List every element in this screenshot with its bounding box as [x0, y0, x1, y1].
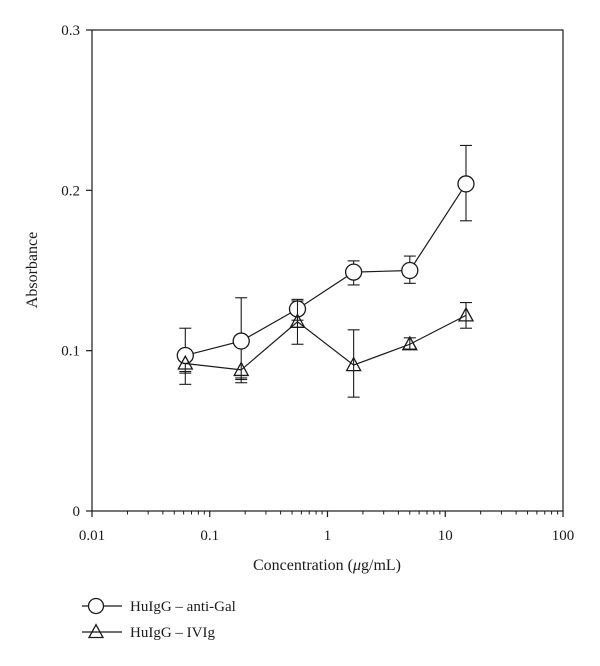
data-point	[401, 335, 418, 351]
legend-label: HuIgG – IVIg	[130, 625, 215, 641]
data-point	[289, 313, 306, 328]
data-point	[345, 356, 362, 372]
series-2	[177, 300, 475, 398]
tick-marks	[86, 29, 564, 517]
x-tick-label: 0.1	[200, 528, 219, 544]
x-tick-label: 100	[552, 528, 575, 544]
series-line	[185, 183, 467, 357]
series	[176, 144, 475, 398]
y-tick-label: 0.3	[61, 23, 80, 39]
data-point	[177, 354, 194, 370]
legend-label: HuIgG – anti-Gal	[130, 599, 236, 615]
triangle-marker-icon	[87, 623, 105, 639]
axes	[91, 29, 564, 512]
plot-frame	[91, 29, 564, 512]
data-point	[232, 332, 250, 350]
data-point	[401, 261, 419, 280]
series-line	[185, 314, 467, 371]
y-axis-title: Absorbance	[24, 232, 41, 308]
x-tick-label: 1	[324, 528, 332, 544]
tick-labels: 0.01 0.1 1 10 100 0 0.1 0.2 0.3	[61, 23, 574, 544]
data-point	[457, 175, 475, 193]
data-point	[233, 361, 250, 377]
data-point	[344, 263, 363, 281]
legend-item: HuIgG – anti-Gal	[82, 597, 236, 615]
x-tick-label: 0.01	[79, 528, 105, 544]
legend-item: HuIgG – IVIg	[82, 623, 215, 641]
data-point	[457, 306, 475, 322]
x-axis-title: Concentration (μg/mL)	[253, 557, 401, 574]
series-1	[176, 144, 475, 385]
y-tick-label: 0.2	[61, 183, 80, 199]
y-tick-label: 0.1	[61, 344, 80, 360]
legend: HuIgG – anti-Gal HuIgG – IVIg	[82, 597, 236, 641]
x-tick-label: 10	[438, 528, 453, 544]
y-tick-label: 0	[73, 504, 81, 520]
circle-marker-icon	[87, 597, 105, 615]
